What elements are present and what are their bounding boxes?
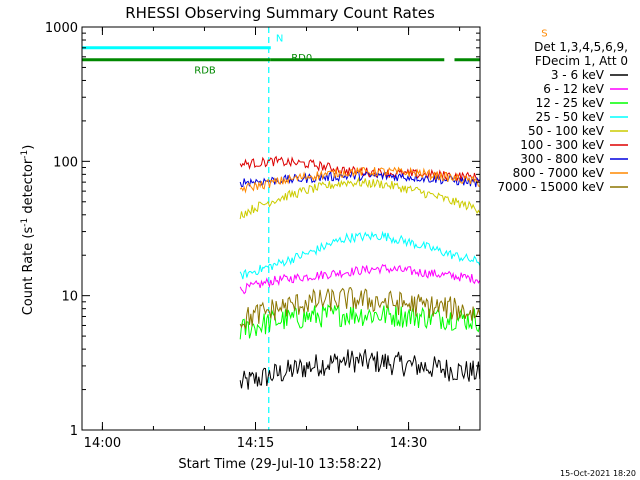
series-line	[239, 287, 480, 329]
state-bar-label: RDB	[194, 66, 216, 77]
legend-entry-label: 100 - 300 keV	[520, 138, 604, 152]
state-bar-label: S	[541, 28, 547, 39]
legend-entry-label: 300 - 800 keV	[520, 152, 604, 166]
legend-header-1: Det 1,3,4,5,6,9,	[534, 40, 628, 54]
chart-title: RHESSI Observing Summary Count Rates	[125, 4, 435, 22]
state-bar-label: N	[276, 33, 283, 44]
y-axis-label: Count Rate (s-1 detector-1)	[20, 145, 36, 316]
legend-header-2: FDecim 1, Att 0	[535, 54, 628, 68]
x-tick-label: 14:30	[390, 436, 427, 451]
legend-entry-label: 12 - 25 keV	[536, 96, 605, 110]
y-tick-label: 1000	[45, 21, 78, 36]
series-line	[239, 230, 480, 280]
series-line	[239, 166, 480, 194]
series-line	[239, 176, 480, 220]
legend-entry-label: 7000 - 15000 keV	[497, 180, 604, 194]
series-line	[239, 155, 480, 184]
legend-entry-label: 25 - 50 keV	[536, 110, 605, 124]
series-line	[239, 304, 480, 340]
legend-entry-label: 800 - 7000 keV	[513, 166, 605, 180]
x-tick-label: 14:15	[237, 436, 274, 451]
series-line	[239, 170, 480, 188]
legend-entry-label: 6 - 12 keV	[543, 82, 605, 96]
y-tick-label: 100	[53, 155, 78, 170]
state-bar-label: RD0	[291, 53, 312, 64]
series-line	[239, 263, 480, 295]
x-axis-label: Start Time (29-Jul-10 13:58:22)	[178, 457, 381, 472]
footer-date: 15-Oct-2021 18:20	[560, 469, 636, 478]
plot-frame	[81, 26, 481, 431]
series-line	[239, 349, 480, 390]
legend-entry-label: 50 - 100 keV	[528, 124, 605, 138]
y-tick-label: 10	[61, 290, 78, 305]
legend-entry-label: 3 - 6 keV	[551, 68, 605, 82]
y-tick-label: 1	[70, 424, 78, 439]
x-tick-label: 14:00	[84, 436, 121, 451]
